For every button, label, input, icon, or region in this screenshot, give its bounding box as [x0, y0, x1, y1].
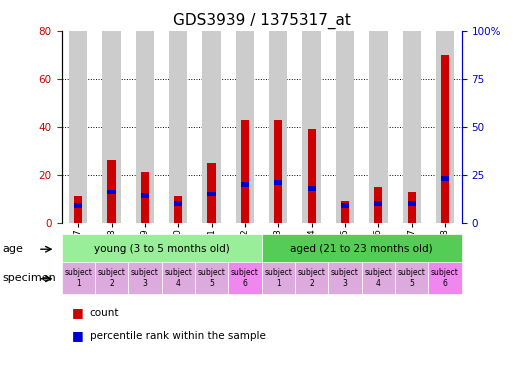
Bar: [441, 55, 449, 223]
Bar: [107, 161, 116, 223]
Bar: [403, 31, 421, 223]
Bar: [436, 31, 454, 223]
Bar: [136, 31, 154, 223]
Bar: [307, 129, 316, 223]
Bar: [241, 119, 249, 223]
Text: subject
2: subject 2: [97, 268, 126, 288]
Bar: [295, 262, 328, 294]
Bar: [441, 176, 449, 181]
Bar: [274, 180, 283, 185]
Bar: [169, 31, 187, 223]
Bar: [162, 262, 195, 294]
Bar: [74, 196, 83, 223]
Bar: [362, 262, 395, 294]
Text: subject
5: subject 5: [398, 268, 426, 288]
Bar: [141, 194, 149, 198]
Bar: [74, 203, 83, 208]
Bar: [95, 262, 128, 294]
Bar: [374, 201, 383, 206]
Bar: [307, 186, 316, 190]
Text: aged (21 to 23 months old): aged (21 to 23 months old): [290, 243, 433, 254]
Bar: [336, 31, 354, 223]
Bar: [228, 262, 262, 294]
Text: subject
1: subject 1: [64, 268, 92, 288]
Bar: [407, 201, 416, 206]
Text: percentile rank within the sample: percentile rank within the sample: [90, 331, 266, 341]
Bar: [407, 192, 416, 223]
Bar: [103, 31, 121, 223]
Text: subject
2: subject 2: [298, 268, 326, 288]
Bar: [395, 262, 428, 294]
Text: subject
6: subject 6: [231, 268, 259, 288]
Bar: [207, 163, 216, 223]
Text: count: count: [90, 308, 120, 318]
Text: subject
4: subject 4: [364, 268, 392, 288]
Bar: [341, 201, 349, 223]
Text: subject
5: subject 5: [198, 268, 226, 288]
Bar: [428, 262, 462, 294]
Bar: [328, 262, 362, 294]
Title: GDS3939 / 1375317_at: GDS3939 / 1375317_at: [173, 13, 350, 29]
Bar: [107, 190, 116, 194]
Bar: [236, 31, 254, 223]
Bar: [62, 234, 262, 263]
Bar: [174, 201, 183, 206]
Text: ■: ■: [72, 329, 84, 343]
Bar: [128, 262, 162, 294]
Bar: [303, 31, 321, 223]
Bar: [262, 234, 462, 263]
Bar: [374, 187, 383, 223]
Bar: [262, 262, 295, 294]
Bar: [241, 182, 249, 187]
Text: subject
6: subject 6: [431, 268, 459, 288]
Bar: [274, 119, 283, 223]
Bar: [369, 31, 387, 223]
Text: ■: ■: [72, 306, 84, 319]
Bar: [207, 192, 216, 196]
Text: age: age: [3, 244, 24, 254]
Bar: [62, 262, 95, 294]
Bar: [341, 203, 349, 208]
Bar: [195, 262, 228, 294]
Text: subject
1: subject 1: [264, 268, 292, 288]
Text: specimen: specimen: [3, 273, 56, 283]
Bar: [69, 31, 87, 223]
Bar: [269, 31, 287, 223]
Text: young (3 to 5 months old): young (3 to 5 months old): [94, 243, 229, 254]
Text: subject
3: subject 3: [131, 268, 159, 288]
Bar: [174, 196, 183, 223]
Text: subject
3: subject 3: [331, 268, 359, 288]
Text: subject
4: subject 4: [164, 268, 192, 288]
Bar: [203, 31, 221, 223]
Bar: [141, 172, 149, 223]
